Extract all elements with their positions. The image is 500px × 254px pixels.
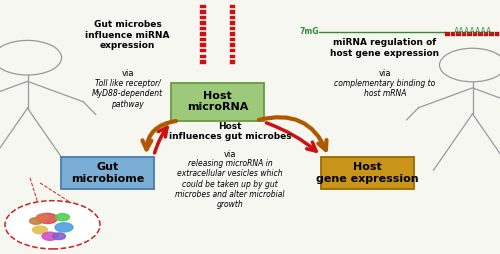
FancyBboxPatch shape [228,31,235,36]
Text: Toll like receptor/
MyD88-dependent
pathway: Toll like receptor/ MyD88-dependent path… [92,79,163,108]
FancyBboxPatch shape [467,32,471,36]
FancyBboxPatch shape [200,20,206,25]
Text: Host
gene expression: Host gene expression [316,162,419,184]
Circle shape [36,214,48,220]
FancyBboxPatch shape [321,157,414,188]
FancyBboxPatch shape [478,32,482,36]
FancyBboxPatch shape [228,54,235,58]
Text: releasing microRNA in
extracellular vesicles which
could be taken up by gut
micr: releasing microRNA in extracellular vesi… [176,159,285,209]
Text: Gut
microbiome: Gut microbiome [71,162,144,184]
FancyBboxPatch shape [456,32,460,36]
Text: Gut microbes
influence miRNA
expression: Gut microbes influence miRNA expression [85,20,170,50]
FancyBboxPatch shape [228,4,235,8]
FancyBboxPatch shape [228,15,235,19]
FancyBboxPatch shape [228,42,235,47]
Text: via: via [121,69,134,77]
Text: Host
influences gut microbes: Host influences gut microbes [168,122,292,141]
FancyBboxPatch shape [200,54,206,58]
Text: complementary binding to
host mRNA: complementary binding to host mRNA [334,79,436,98]
FancyBboxPatch shape [61,157,154,188]
Text: AAAAAAA: AAAAAAA [454,27,492,36]
FancyBboxPatch shape [228,37,235,41]
FancyBboxPatch shape [200,31,206,36]
FancyBboxPatch shape [200,59,206,64]
FancyBboxPatch shape [228,48,235,52]
Circle shape [42,232,58,240]
Text: miRNA regulation of
host gene expression: miRNA regulation of host gene expression [330,38,440,57]
Text: Host
microRNA: Host microRNA [187,91,248,113]
FancyBboxPatch shape [200,15,206,19]
FancyBboxPatch shape [445,32,450,36]
FancyBboxPatch shape [200,48,206,52]
FancyBboxPatch shape [494,32,499,36]
Circle shape [32,226,48,234]
FancyBboxPatch shape [489,32,494,36]
FancyBboxPatch shape [228,20,235,25]
FancyBboxPatch shape [171,83,264,121]
FancyBboxPatch shape [200,37,206,41]
Circle shape [52,233,66,240]
FancyBboxPatch shape [200,4,206,8]
FancyBboxPatch shape [462,32,466,36]
FancyBboxPatch shape [472,32,477,36]
FancyBboxPatch shape [228,59,235,64]
Text: via: via [379,69,391,77]
Circle shape [55,223,73,232]
FancyBboxPatch shape [228,9,235,14]
FancyBboxPatch shape [200,42,206,47]
Text: via: via [224,150,236,159]
FancyBboxPatch shape [200,9,206,14]
Circle shape [56,214,70,221]
Circle shape [5,201,100,249]
FancyBboxPatch shape [450,32,455,36]
FancyBboxPatch shape [228,26,235,30]
FancyBboxPatch shape [200,26,206,30]
Text: 7mG: 7mG [300,27,320,36]
FancyBboxPatch shape [484,32,488,36]
Circle shape [38,213,58,224]
Circle shape [30,218,43,224]
